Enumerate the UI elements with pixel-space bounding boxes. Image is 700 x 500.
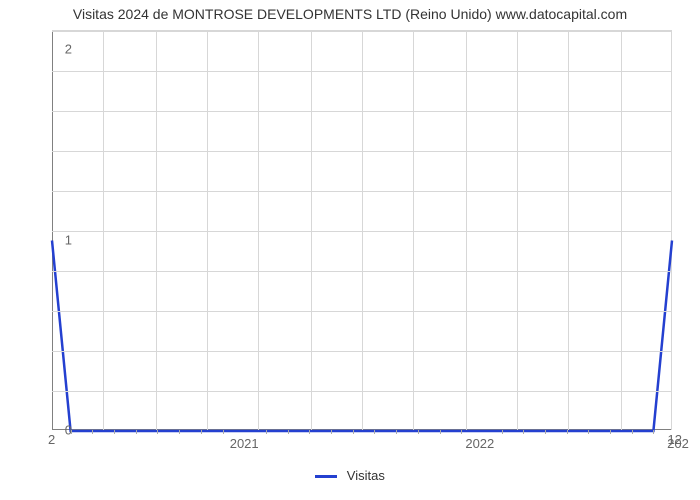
- v-gridline: [207, 31, 208, 430]
- x-minor-tick: [461, 430, 462, 434]
- legend-swatch: [315, 475, 337, 478]
- x-minor-tick: [440, 430, 441, 434]
- x-minor-tick: [223, 430, 224, 434]
- v-gridline: [413, 31, 414, 430]
- x-tick-label: 2022: [465, 436, 494, 451]
- x-minor-tick: [567, 430, 568, 434]
- v-gridline: [156, 31, 157, 430]
- x-minor-tick: [92, 430, 93, 434]
- y-tick-label: 1: [32, 232, 72, 247]
- x-minor-tick: [632, 430, 633, 434]
- x-minor-tick: [331, 430, 332, 434]
- v-gridline: [311, 31, 312, 430]
- x-minor-tick: [353, 430, 354, 434]
- x-minor-tick: [266, 430, 267, 434]
- legend-label: Visitas: [347, 468, 385, 483]
- v-gridline: [517, 31, 518, 430]
- x-tick-label: 2021: [230, 436, 259, 451]
- x-minor-tick: [545, 430, 546, 434]
- x-minor-tick: [502, 430, 503, 434]
- x-minor-tick: [309, 430, 310, 434]
- x-minor-tick: [157, 430, 158, 434]
- x-tick-label: 202: [667, 436, 689, 451]
- v-gridline: [362, 31, 363, 430]
- x-minor-tick: [396, 430, 397, 434]
- x-minor-tick: [136, 430, 137, 434]
- chart-area: [52, 30, 672, 430]
- y-tick-label: 0: [32, 423, 72, 438]
- legend: Visitas: [0, 468, 700, 483]
- x-minor-tick: [179, 430, 180, 434]
- x-minor-tick: [610, 430, 611, 434]
- y-tick-label: 2: [32, 42, 72, 57]
- x-minor-tick: [71, 430, 72, 434]
- x-minor-tick: [418, 430, 419, 434]
- x-minor-tick: [523, 430, 524, 434]
- x-minor-tick: [588, 430, 589, 434]
- v-gridline: [568, 31, 569, 430]
- x-minor-tick: [114, 430, 115, 434]
- x-minor-tick: [653, 430, 654, 434]
- v-gridline: [621, 31, 622, 430]
- plot-area: [52, 30, 672, 430]
- v-gridline: [103, 31, 104, 430]
- x-minor-tick: [201, 430, 202, 434]
- v-gridline: [258, 31, 259, 430]
- x-minor-tick: [374, 430, 375, 434]
- chart-title: Visitas 2024 de MONTROSE DEVELOPMENTS LT…: [0, 0, 700, 22]
- v-gridline: [466, 31, 467, 430]
- x-minor-tick: [288, 430, 289, 434]
